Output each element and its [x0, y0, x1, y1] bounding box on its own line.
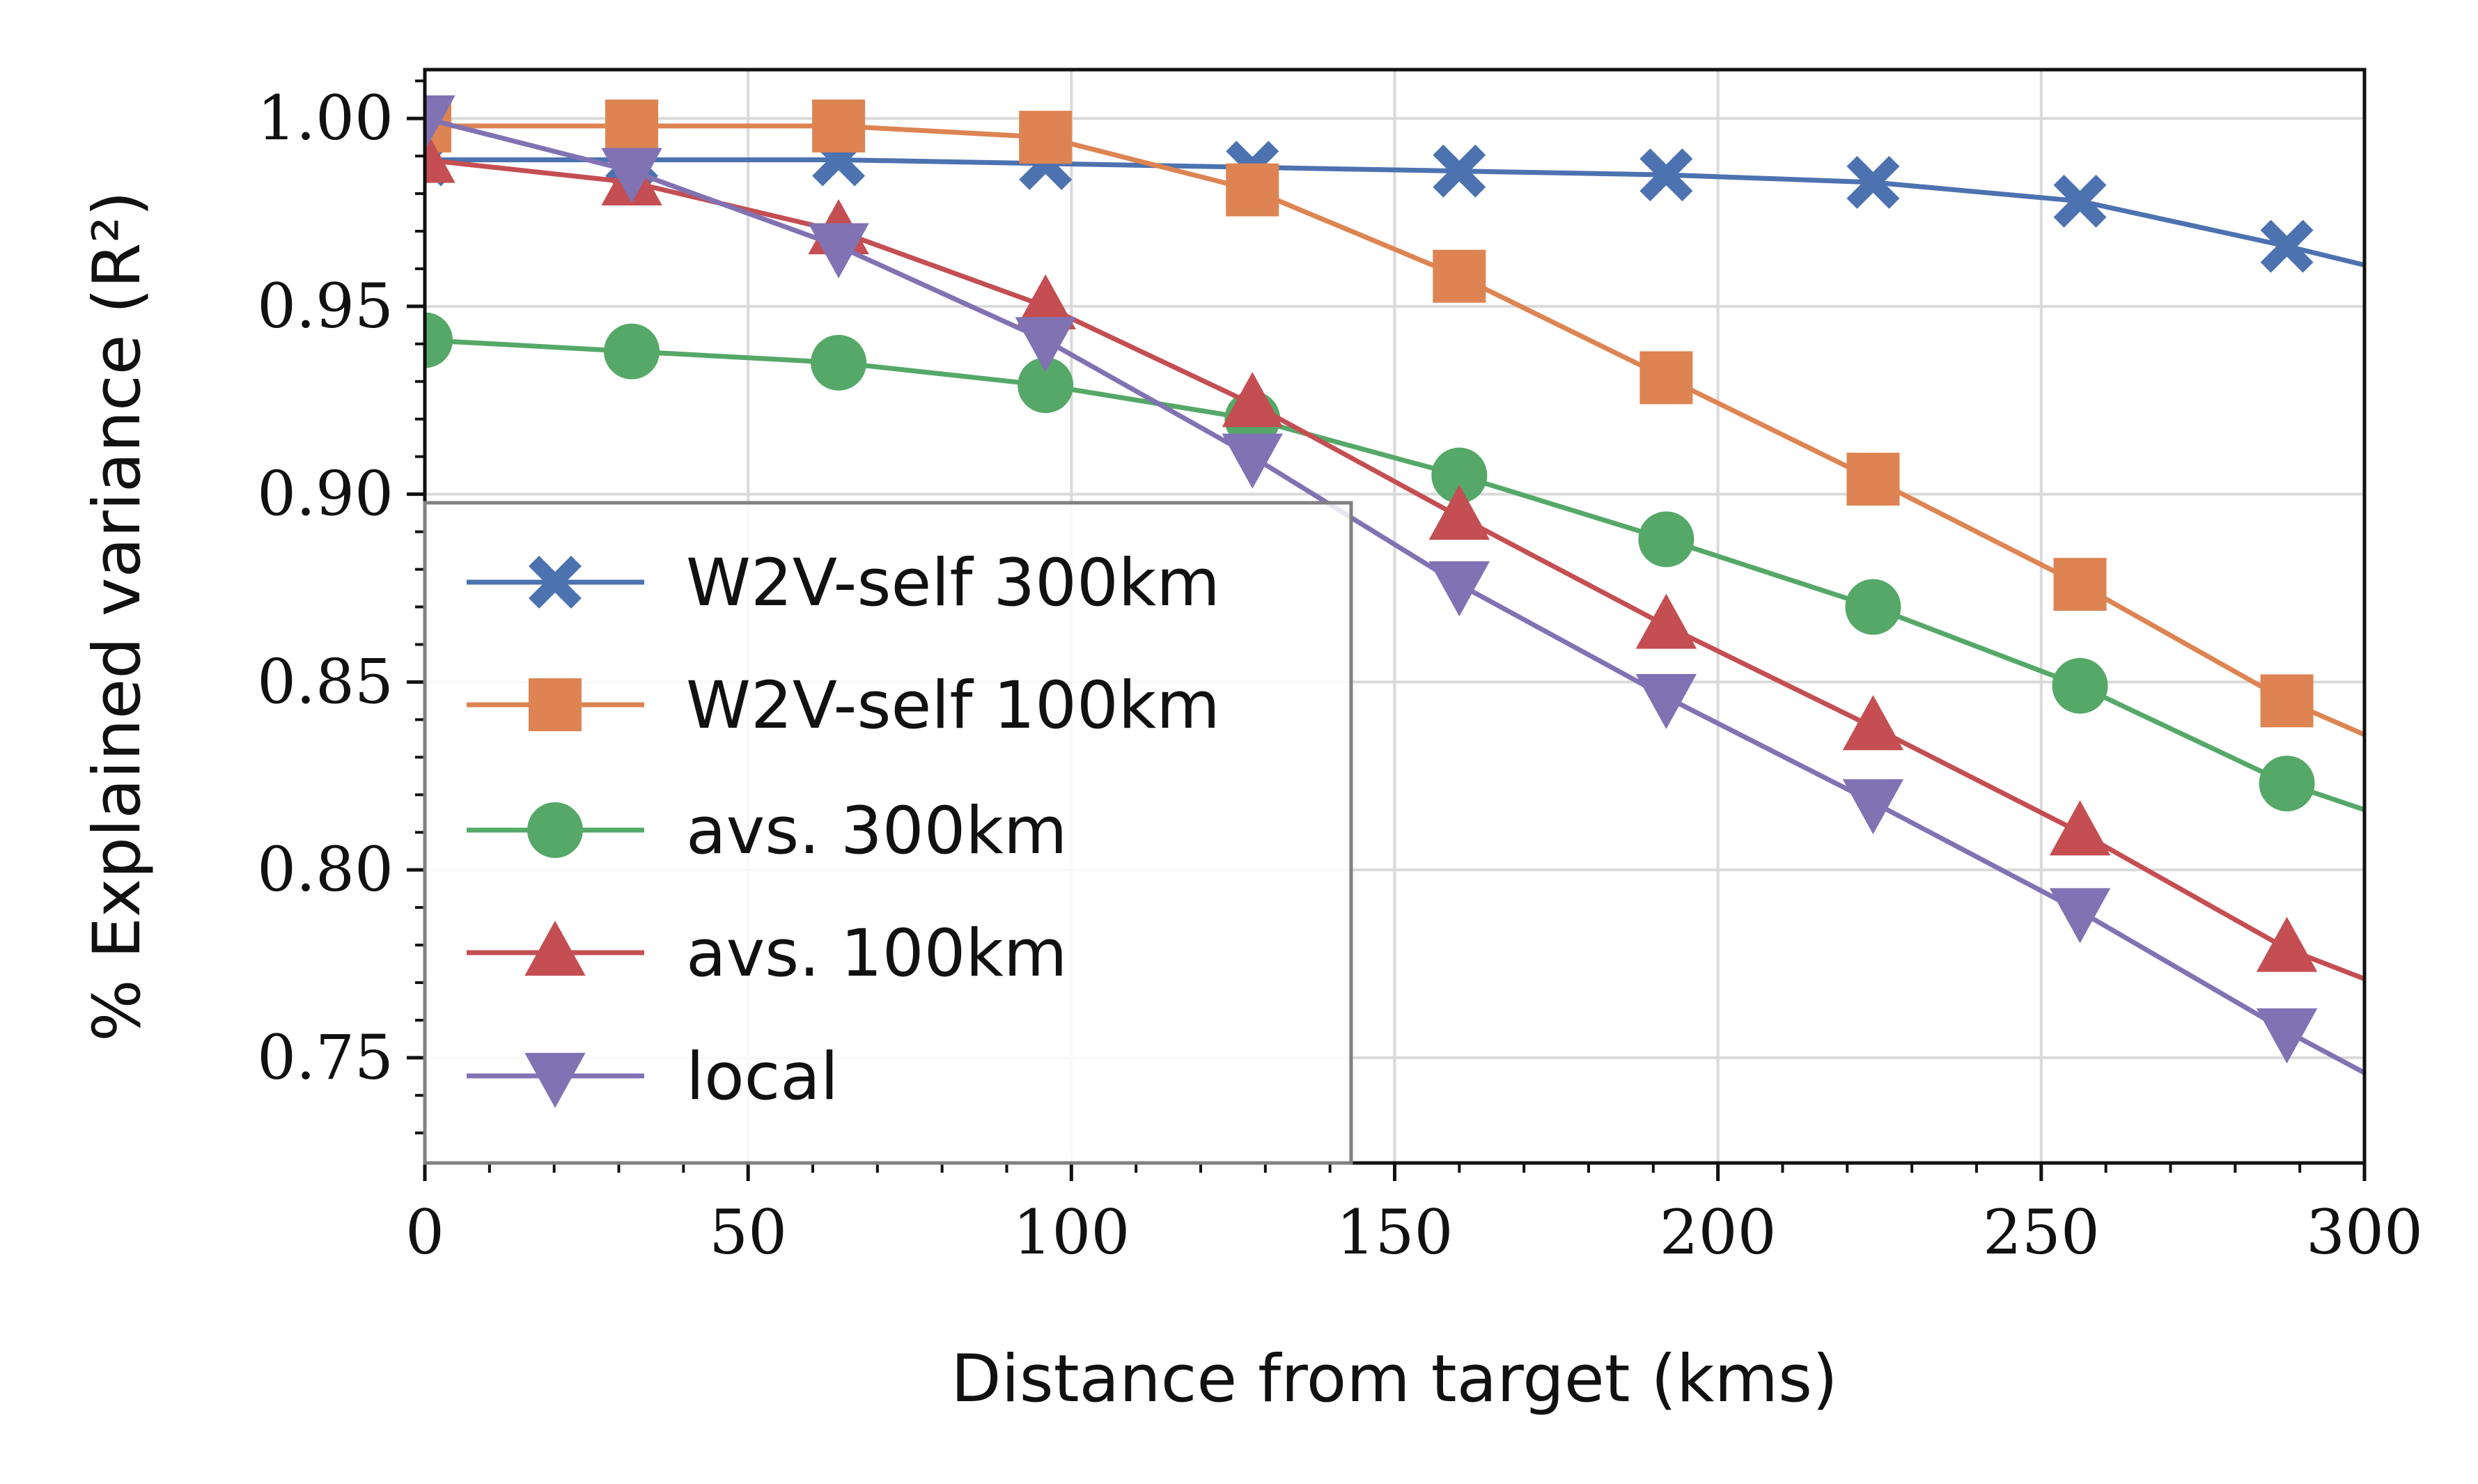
- data-point-triangle-down-icon: [1015, 317, 1076, 373]
- y-tick-label: 1.00: [257, 82, 393, 154]
- y-tick-label: 0.95: [257, 270, 393, 342]
- data-point-circle-icon: [1018, 357, 1074, 414]
- x-tick-label: 50: [709, 1196, 787, 1268]
- legend-triangle-down-icon: [524, 1052, 586, 1108]
- legend-item: avs. 300km: [467, 793, 1067, 869]
- legend-label: avs. 300km: [686, 793, 1067, 869]
- data-point-triangle-up-icon: [2049, 800, 2111, 856]
- legend-item: W2V-self 100km: [467, 668, 1220, 744]
- data-point-triangle-down-icon: [1428, 561, 1490, 617]
- data-point-triangle-up-icon: [1222, 372, 1283, 428]
- x-axis: 0 50 100 150 200 250 300: [405, 1163, 2423, 1268]
- data-point-triangle-down-icon: [601, 148, 662, 203]
- data-point-triangle-down-icon: [425, 95, 455, 151]
- data-point-triangle-up-icon: [425, 127, 455, 183]
- data-point-x-icon: [1433, 144, 1486, 198]
- legend-square-icon: [529, 678, 582, 731]
- x-tick-label: 100: [1013, 1196, 1130, 1268]
- series-w2v-self-100km: [425, 99, 2364, 737]
- y-tick-label: 0.75: [257, 1022, 393, 1093]
- x-tick-label: 250: [1983, 1196, 2100, 1268]
- data-point-triangle-down-icon: [1635, 673, 1697, 729]
- series-avs-100km: [425, 127, 2364, 981]
- data-point-circle-icon: [811, 334, 867, 391]
- data-point-square-icon: [1846, 453, 1900, 506]
- data-point-square-icon: [605, 99, 659, 153]
- data-point-circle-icon: [1638, 511, 1694, 568]
- grid-lines: [423, 70, 2366, 1163]
- data-point-triangle-down-icon: [2049, 888, 2111, 944]
- data-point-triangle-down-icon: [808, 223, 869, 279]
- data-point-x-icon: [1639, 148, 1693, 202]
- data-point-x-icon: [2260, 219, 2314, 273]
- data-point-square-icon: [1639, 351, 1693, 405]
- data-point-triangle-down-icon: [1842, 779, 1904, 835]
- data-point-triangle-down-icon: [2256, 1008, 2318, 1064]
- x-tick-label: 200: [1660, 1196, 1777, 1268]
- x-tick-label: 300: [2306, 1196, 2423, 1268]
- data-point-square-icon: [1019, 111, 1073, 164]
- data-point-triangle-up-icon: [1015, 274, 1076, 330]
- data-point-x-icon: [2053, 174, 2107, 228]
- data-point-triangle-up-icon: [1428, 485, 1490, 540]
- legend-item: W2V-self 300km: [467, 545, 1220, 621]
- legend-triangle-up-icon: [524, 921, 586, 976]
- y-tick-label: 0.80: [257, 834, 393, 905]
- data-point-square-icon: [1433, 249, 1486, 303]
- legend-label: avs. 100km: [686, 916, 1067, 992]
- x-tick-label: 150: [1337, 1196, 1454, 1268]
- series-avs-300km: [425, 312, 2364, 813]
- data-point-circle-icon: [1431, 447, 1488, 503]
- legend-item: local: [467, 1039, 839, 1115]
- data-point-circle-icon: [1845, 579, 1901, 635]
- legend-label: W2V-self 100km: [686, 668, 1220, 744]
- legend-label: W2V-self 300km: [686, 545, 1220, 621]
- data-point-triangle-up-icon: [2256, 916, 2318, 972]
- y-axis-title: % Explained variance (R²): [79, 191, 155, 1042]
- legend-item: avs. 100km: [467, 916, 1067, 992]
- data-point-triangle-up-icon: [1635, 593, 1697, 649]
- series-local: [425, 95, 2364, 1075]
- y-tick-label: 0.90: [257, 458, 393, 530]
- y-axis: 0.75 0.80 0.85 0.90 0.95 1.00: [257, 79, 425, 1134]
- data-point-square-icon: [2053, 558, 2107, 611]
- data-point-circle-icon: [604, 323, 660, 380]
- series-layer: [425, 95, 2364, 1075]
- legend-circle-icon: [527, 802, 583, 858]
- data-point-x-icon: [1846, 155, 1900, 209]
- legend-x-icon: [529, 556, 582, 609]
- data-point-square-icon: [812, 99, 866, 153]
- legend-label: local: [686, 1039, 839, 1115]
- data-point-circle-icon: [425, 312, 453, 368]
- data-point-square-icon: [2260, 674, 2314, 728]
- data-point-square-icon: [1226, 163, 1279, 217]
- y-tick-label: 0.85: [257, 646, 393, 717]
- legend: W2V-self 300km W2V-self 100km avs. 300km av…: [423, 501, 1353, 1165]
- data-point-circle-icon: [2052, 657, 2108, 714]
- data-point-triangle-up-icon: [1842, 695, 1904, 751]
- series-w2v-self-300km: [425, 133, 2364, 273]
- x-tick-label: 0: [405, 1196, 444, 1268]
- x-axis-title: Distance from target (kms): [951, 1341, 1838, 1417]
- data-point-circle-icon: [2259, 756, 2315, 812]
- data-point-triangle-down-icon: [1222, 433, 1283, 489]
